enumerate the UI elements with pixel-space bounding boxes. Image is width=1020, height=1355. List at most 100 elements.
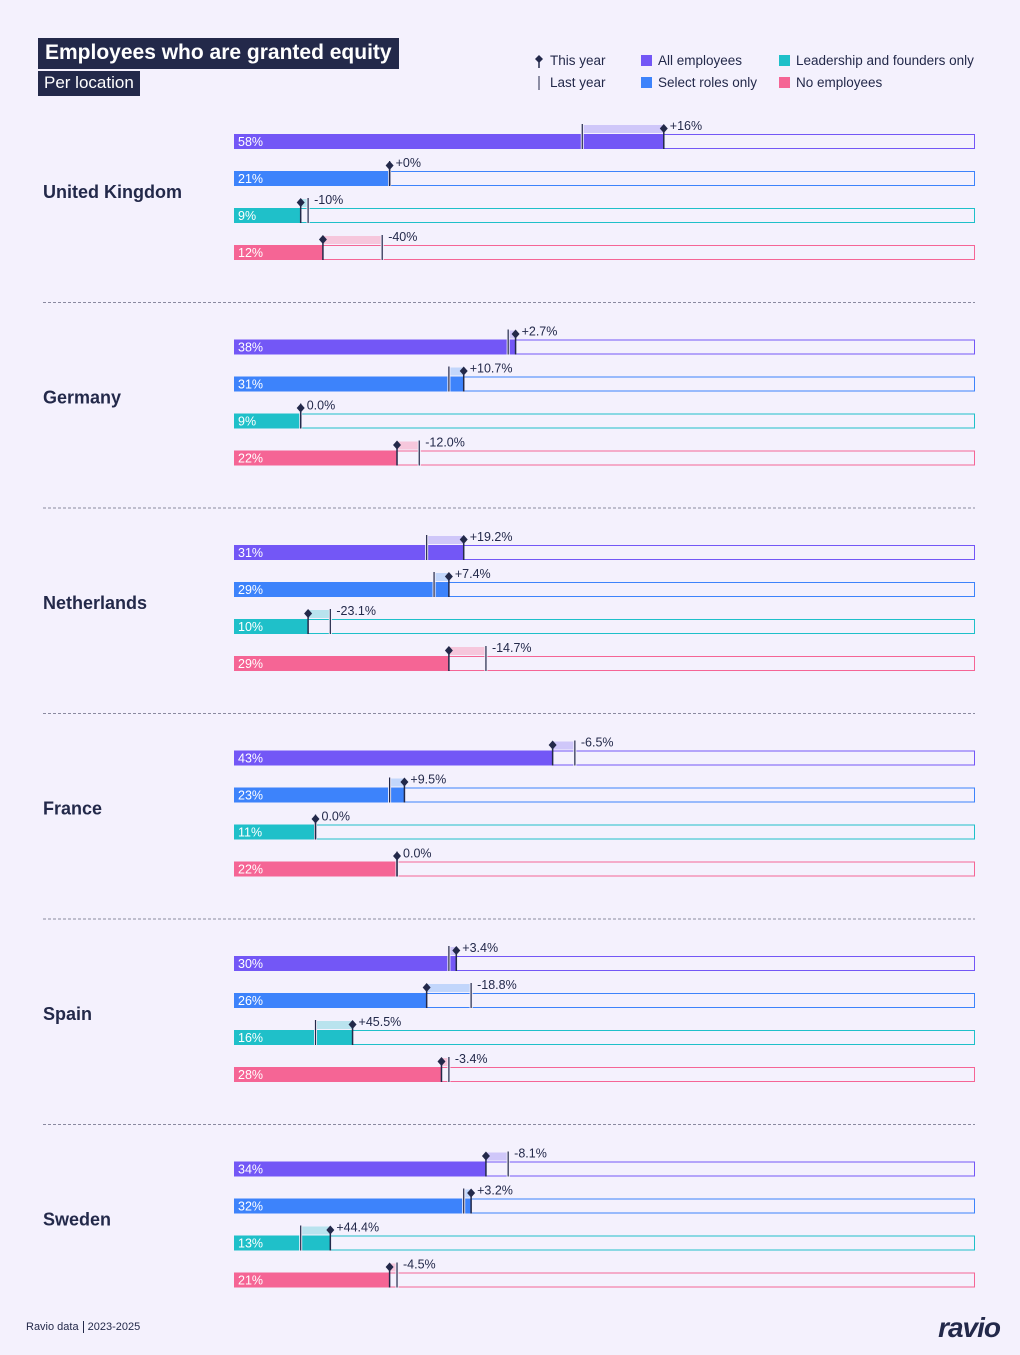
bar-this-year	[234, 208, 301, 223]
legend-label: Leadership and founders only	[796, 53, 974, 68]
change-label: +45.5%	[359, 1015, 402, 1029]
bar-value-label: 23%	[238, 789, 263, 803]
change-label: +3.2%	[477, 1184, 513, 1198]
this-year-marker-diamond	[304, 609, 313, 618]
legend-leadership: Leadership and founders only	[779, 53, 974, 68]
bar-this-year	[234, 134, 664, 149]
change-label: -10%	[314, 193, 343, 207]
bar-this-year	[234, 656, 449, 671]
bar-this-year	[234, 376, 464, 392]
change-highlight	[582, 125, 664, 133]
change-label: +44.4%	[336, 1221, 379, 1235]
bar-track	[234, 208, 975, 223]
this-year-marker-diamond	[385, 1262, 394, 1272]
bar-value-label: 9%	[238, 209, 256, 223]
country-label: Spain	[43, 1004, 92, 1024]
bar-value-label: 10%	[238, 620, 263, 634]
this-year-marker-diamond	[459, 366, 468, 376]
legend-select-roles: Select roles only	[641, 75, 757, 90]
bar-value-label: 28%	[238, 1068, 263, 1082]
bar-this-year	[234, 993, 427, 1008]
change-highlight	[552, 741, 575, 750]
legend-label: No employees	[796, 75, 883, 90]
change-label: +19.2%	[470, 530, 513, 544]
change-highlight	[315, 1021, 353, 1029]
footer: Ravio data 2023-2025	[26, 1321, 140, 1333]
this-year-marker-diamond	[296, 403, 305, 413]
bar-value-label: 34%	[238, 1163, 263, 1177]
this-year-marker-diamond	[311, 814, 320, 824]
change-label: +7.4%	[455, 567, 491, 581]
diamond-marker-icon	[535, 54, 543, 68]
bar-this-year	[234, 956, 457, 971]
change-highlight	[308, 610, 331, 618]
change-label: -3.4%	[455, 1052, 488, 1066]
this-year-marker-diamond	[393, 440, 402, 450]
this-year-marker-diamond	[659, 124, 668, 133]
chart-title: Employees who are granted equity	[38, 38, 399, 69]
bar-value-label: 21%	[238, 172, 263, 186]
bar-value-label: 11%	[238, 826, 262, 840]
change-highlight	[389, 778, 405, 787]
country-label: Germany	[43, 388, 121, 408]
change-label: +0%	[396, 156, 421, 170]
bar-value-label: 13%	[238, 1237, 263, 1251]
bar-this-year	[234, 1272, 390, 1288]
bar-value-label: 21%	[238, 1274, 263, 1288]
this-year-marker-diamond	[437, 1057, 446, 1066]
bar-this-year	[234, 339, 516, 355]
this-year-marker-diamond	[481, 1151, 490, 1161]
bar-this-year	[234, 450, 398, 466]
legend-label: Select roles only	[658, 75, 758, 90]
change-label: -14.7%	[492, 641, 532, 655]
ravio-logo: ravio	[938, 1312, 1001, 1343]
country-label: Sweden	[43, 1210, 111, 1230]
change-highlight	[441, 1058, 449, 1066]
bar-value-label: 58%	[238, 135, 263, 149]
legend-label: Last year	[550, 75, 606, 90]
legend-swatch	[641, 77, 652, 88]
change-label: -8.1%	[514, 1147, 547, 1161]
change-highlight	[485, 1152, 509, 1161]
change-label: -40%	[388, 230, 417, 244]
chart-subtitle: Per location	[38, 71, 140, 96]
this-year-marker-diamond	[318, 235, 327, 244]
bar-value-label: 31%	[238, 378, 263, 392]
this-year-marker-diamond	[385, 161, 394, 170]
bar-this-year	[234, 1067, 442, 1082]
bar-value-label: 22%	[238, 452, 263, 466]
bar-this-year	[234, 1161, 486, 1177]
bar-track	[234, 245, 975, 260]
bar-value-label: 22%	[238, 863, 263, 877]
change-label: -6.5%	[581, 736, 614, 750]
change-highlight	[508, 330, 516, 339]
change-highlight	[426, 536, 464, 544]
this-year-marker-diamond	[511, 329, 520, 339]
bar-value-label: 32%	[238, 1200, 263, 1214]
bar-this-year	[234, 1030, 353, 1045]
bar-value-label: 29%	[238, 657, 263, 671]
legend-swatch	[641, 55, 652, 66]
change-highlight	[448, 367, 464, 376]
legend-swatch	[779, 55, 790, 66]
bar-track	[234, 619, 975, 634]
change-label: -12.0%	[425, 436, 465, 450]
bar-this-year	[234, 787, 405, 803]
this-year-marker-diamond	[452, 946, 461, 955]
bar-this-year	[234, 1198, 472, 1214]
change-label: 0.0%	[322, 810, 351, 824]
bar-value-label: 29%	[238, 583, 263, 597]
bar-this-year	[234, 171, 390, 186]
bar-value-label: 26%	[238, 994, 263, 1008]
change-label: +16%	[670, 119, 702, 133]
bar-this-year	[234, 1235, 331, 1251]
change-label: +10.7%	[470, 362, 513, 376]
this-year-marker-diamond	[467, 1188, 476, 1198]
change-label: -18.8%	[477, 978, 517, 992]
bar-value-label: 30%	[238, 957, 263, 971]
bar-track	[234, 824, 975, 840]
bar-this-year	[234, 582, 449, 597]
bar-this-year	[234, 824, 316, 840]
bar-this-year	[234, 619, 309, 634]
